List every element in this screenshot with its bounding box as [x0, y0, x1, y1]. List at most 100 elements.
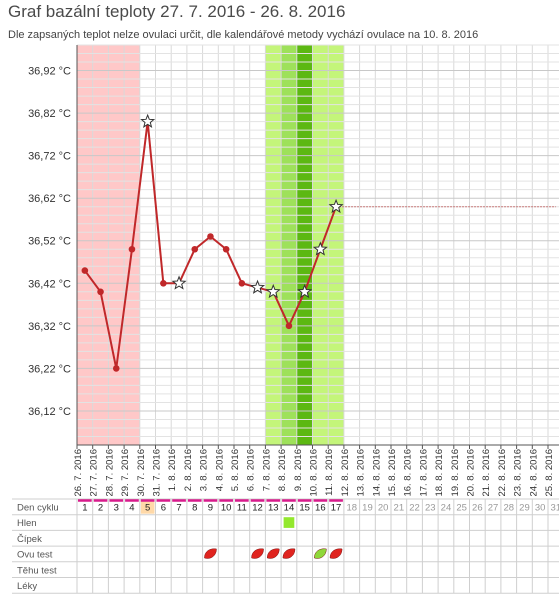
cycle-day-number: 12 [252, 503, 263, 514]
cycle-day-number: 13 [268, 503, 279, 514]
cycle-day-number: 20 [378, 503, 389, 514]
x-tick-label: 8. 8. 2016 [277, 449, 288, 491]
fertile-band [328, 45, 344, 445]
x-tick-label: 14. 8. 2016 [371, 449, 382, 497]
x-tick-label: 12. 8. 2016 [340, 449, 351, 497]
row-label-preg: Těhu test [17, 565, 57, 576]
cycle-table: Den cyklu Hlen Čípek Ovu test Těhu test Léky 1… [12, 498, 559, 594]
cycle-day-number: 24 [441, 503, 452, 514]
x-tick-label: 26. 7. 2016 [73, 449, 84, 497]
data-point-star [328, 198, 344, 214]
data-point [238, 279, 246, 287]
cycle-day-number: 16 [315, 503, 326, 514]
x-tick-label: 20. 8. 2016 [466, 449, 477, 497]
cycle-day-number: 1 [82, 503, 87, 514]
x-axis: 26. 7. 2016 27. 7. 2016 28. 7. 2016 29. 7. … [73, 444, 559, 497]
cycle-day-number: 7 [176, 503, 181, 514]
y-tick-label: 36,52 °C [28, 236, 71, 248]
menstruation-band [77, 45, 93, 445]
data-point [112, 365, 120, 372]
cycle-day-number: 26 [472, 503, 483, 514]
x-tick-label: 6. 8. 2016 [246, 449, 257, 491]
y-tick-label: 36,82 °C [28, 108, 71, 120]
x-tick-label: 29. 7. 2016 [120, 449, 131, 497]
cycle-day-number: 8 [192, 503, 197, 514]
data-point-star [171, 275, 187, 290]
row-label-meds: Léky [17, 581, 37, 592]
y-tick-label: 36,62 °C [28, 193, 71, 205]
cycle-day-number: 23 [425, 503, 436, 514]
cycle-day-number: 29 [519, 503, 530, 514]
x-tick-label: 2. 8. 2016 [183, 449, 194, 491]
cycle-day-number: 21 [394, 503, 405, 514]
x-tick-label: 7. 8. 2016 [261, 449, 272, 491]
cycle-day-number: 30 [535, 503, 546, 514]
temperature-series [81, 113, 556, 372]
y-tick-label: 36,22 °C [28, 363, 71, 375]
data-point [285, 322, 293, 330]
data-point-star [265, 283, 281, 299]
cycle-day-number: 10 [221, 503, 232, 514]
cycle-day-number: 11 [237, 503, 247, 514]
x-tick-label: 1. 8. 2016 [167, 449, 178, 491]
cycle-day-number: 27 [488, 503, 499, 514]
x-tick-label: 27. 7. 2016 [89, 449, 100, 497]
ovu-test-positive-icon [251, 548, 264, 559]
data-point-star [140, 113, 156, 128]
data-point [207, 233, 214, 240]
x-tick-label: 23. 8. 2016 [513, 449, 524, 497]
ovu-test-weak-icon [314, 548, 327, 559]
ovu-test-positive-icon [329, 548, 343, 559]
cycle-day-number: 19 [362, 503, 373, 514]
y-tick-label: 36,42 °C [28, 278, 71, 290]
chart-bands [77, 45, 344, 445]
y-tick-label: 36,32 °C [28, 321, 71, 333]
x-tick-label: 11. 8. 2016 [324, 449, 335, 496]
page-title: Graf bazální teploty 27. 7. 2016 - 26. 8… [8, 2, 346, 21]
menstruation-band [92, 45, 109, 445]
x-tick-label: 24. 8. 2016 [528, 449, 539, 497]
x-tick-label: 22. 8. 2016 [497, 449, 508, 497]
x-tick-label: 4. 8. 2016 [214, 449, 225, 491]
chart-grid [76, 44, 559, 445]
x-tick-label: 5. 8. 2016 [230, 449, 241, 491]
fertile-band [281, 45, 297, 445]
data-point [160, 279, 167, 287]
mucus-marker [283, 517, 295, 528]
x-tick-label: 3. 8. 2016 [199, 449, 210, 491]
row-label-mucus: Hlen [17, 518, 37, 529]
data-point [128, 245, 136, 253]
cycle-day-number: 9 [208, 503, 213, 514]
cycle-day-number: 17 [331, 503, 342, 514]
x-tick-label: 16. 8. 2016 [403, 449, 414, 497]
data-point-star [297, 283, 313, 299]
cycle-day-number: 14 [284, 503, 295, 514]
ovu-test-positive-icon [266, 548, 280, 559]
y-tick-label: 36,12 °C [28, 406, 71, 418]
x-tick-label: 15. 8. 2016 [387, 449, 398, 497]
y-tick-label: 36,92 °C [28, 66, 71, 78]
cycle-day-number: 22 [409, 503, 420, 514]
fertile-band [265, 45, 282, 445]
row-label-cycle: Den cyklu [17, 503, 59, 514]
row-label-ovu: Ovu test [17, 550, 53, 561]
cycle-day-number: 5 [145, 503, 150, 514]
cycle-day-number: 18 [346, 503, 357, 514]
row-label-cervix: Čípek [17, 534, 42, 545]
cycle-day-number: 6 [161, 503, 166, 514]
ovu-test-positive-icon [204, 548, 217, 559]
data-point-star [312, 241, 328, 256]
data-point-star [250, 279, 266, 294]
y-axis: 36,12 °C 36,22 °C 36,32 °C 36,42 °C 36,52 °C… [28, 45, 78, 445]
highlighted-day-cell [140, 500, 155, 514]
x-tick-label: 10. 8. 2016 [309, 449, 320, 497]
cycle-day-number: 15 [299, 503, 310, 514]
x-tick-label: 18. 8. 2016 [434, 449, 445, 497]
x-tick-label: 21. 8. 2016 [481, 449, 492, 497]
data-point [81, 267, 89, 274]
y-tick-label: 36,72 °C [28, 151, 71, 163]
ovu-test-positive-icon [282, 548, 296, 559]
cycle-day-number: 25 [456, 503, 467, 514]
ovulation-note: Dle zapsaných teplot nelze ovulaci určit… [8, 29, 479, 41]
cycle-day-number: 28 [503, 503, 514, 514]
